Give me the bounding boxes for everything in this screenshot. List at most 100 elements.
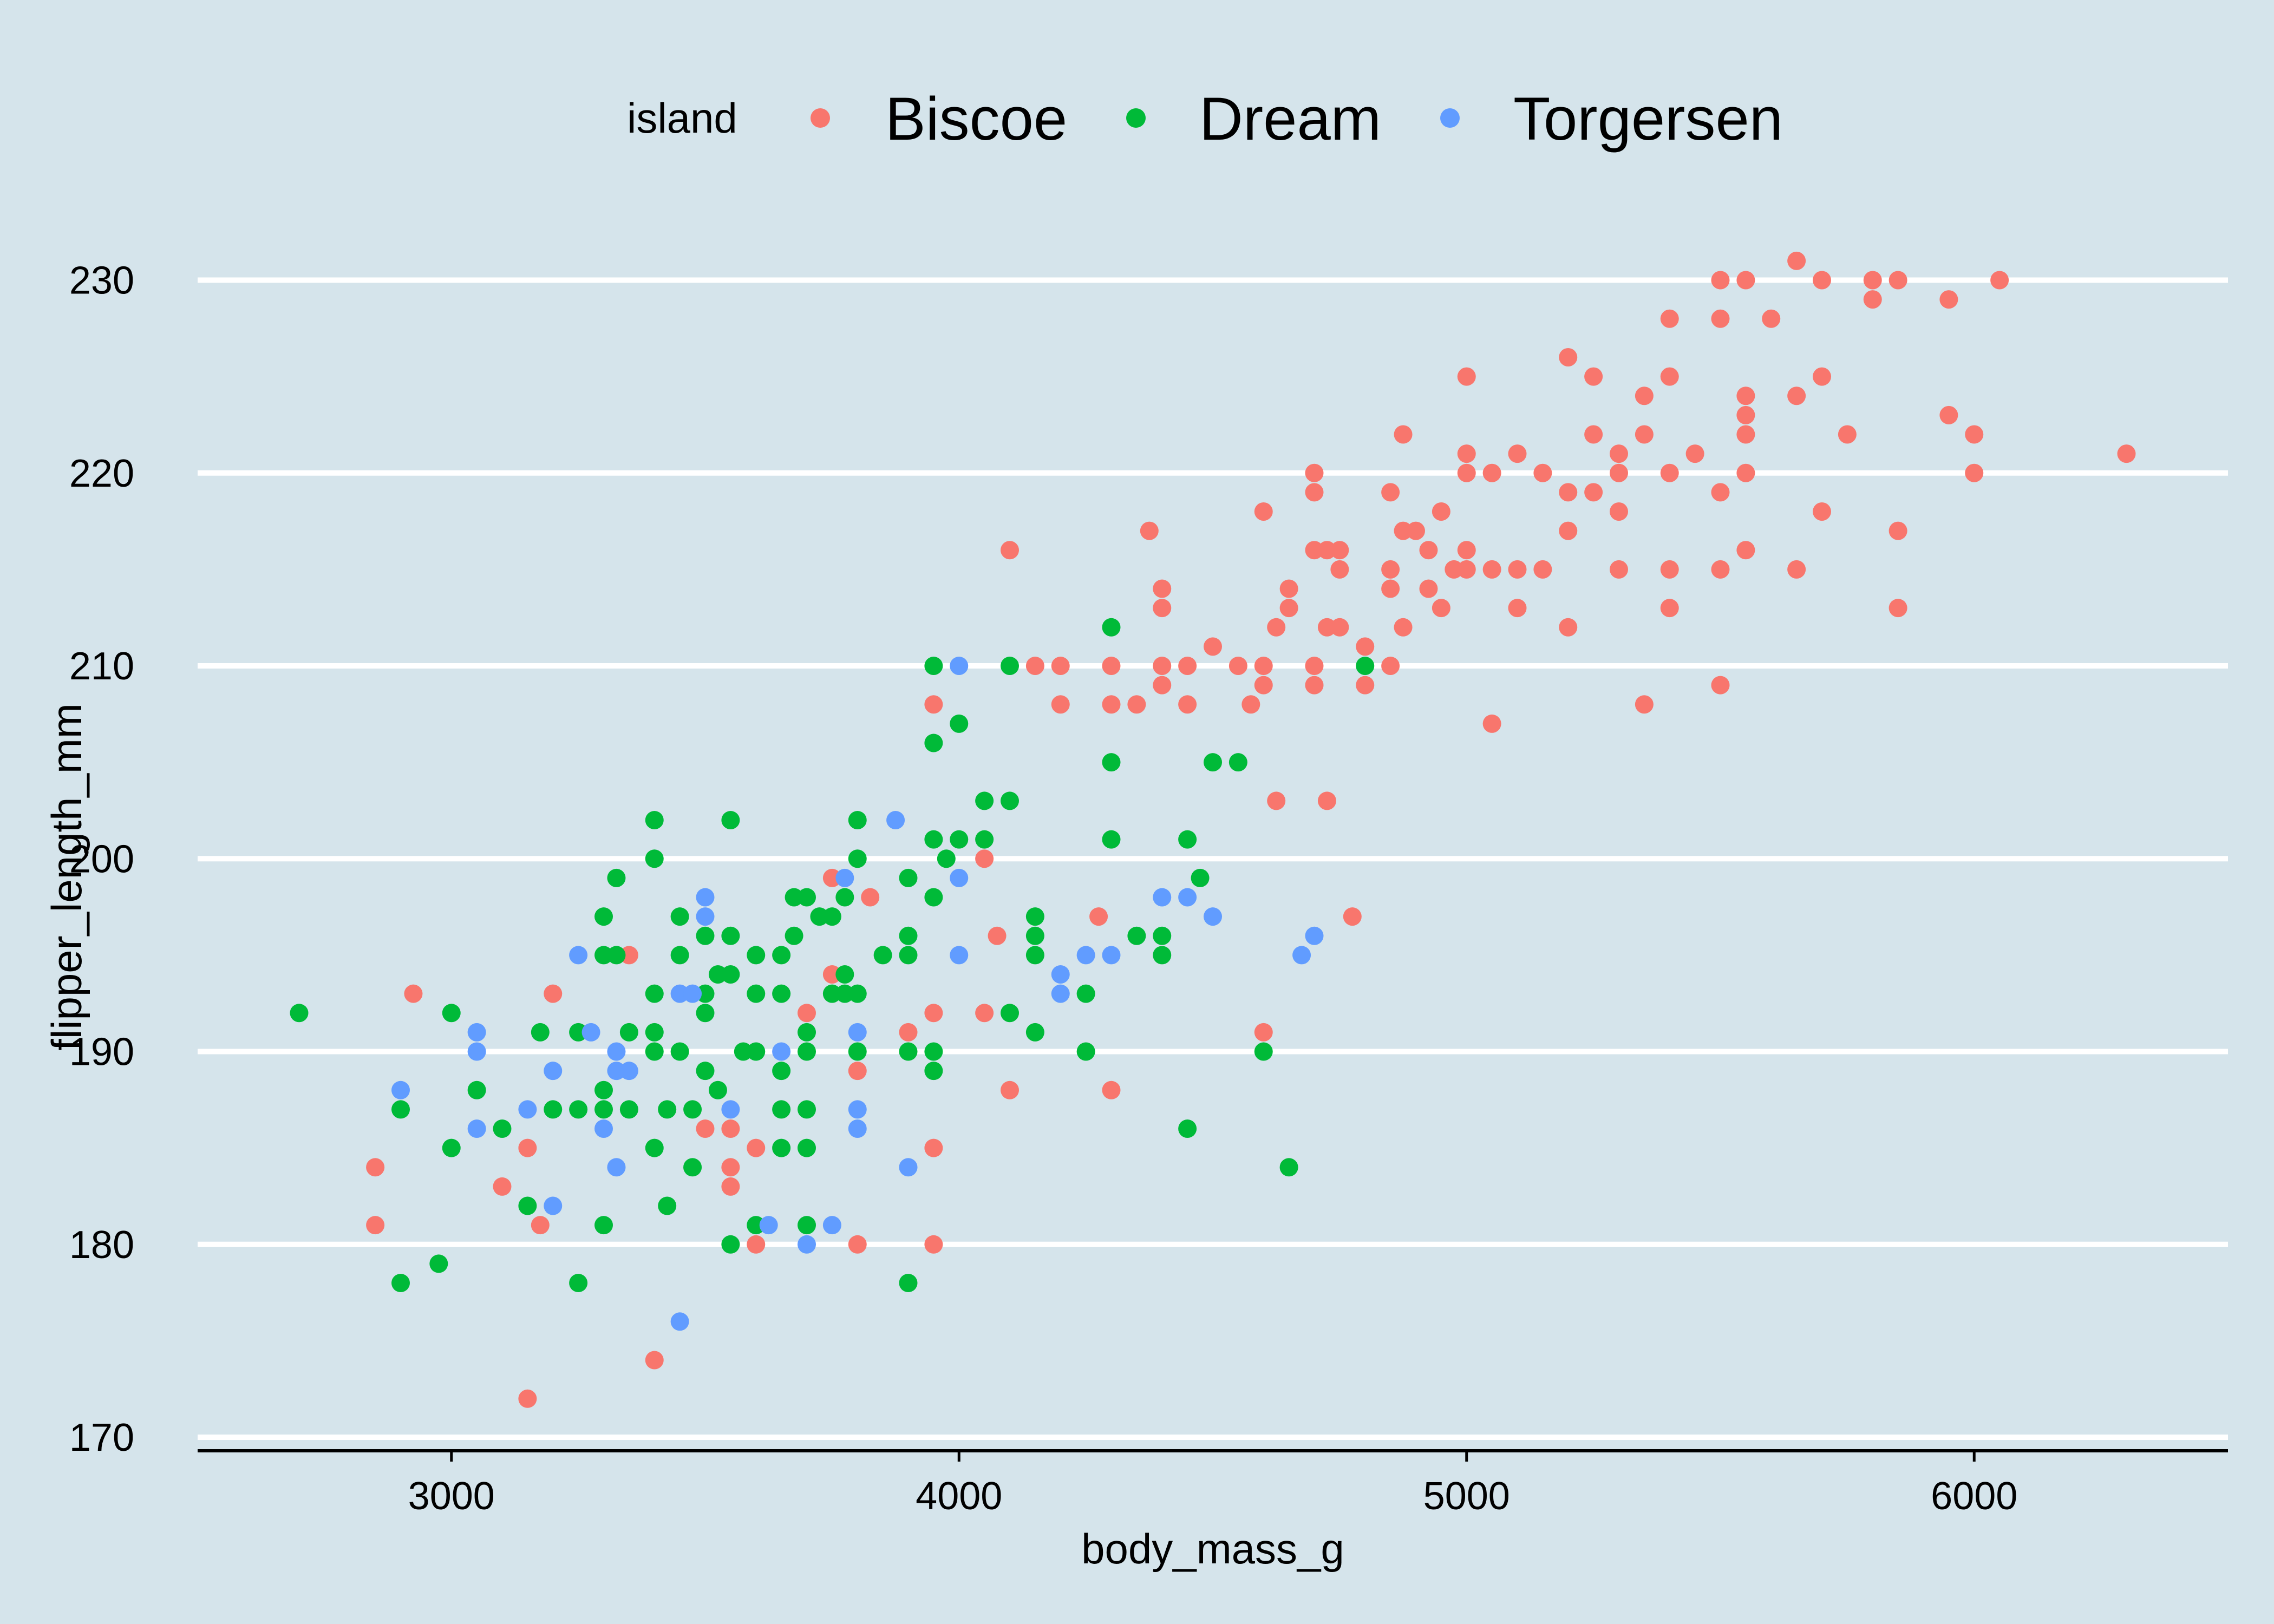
dream-point-78 <box>899 1042 918 1061</box>
dream-point-58 <box>798 888 816 907</box>
dream-point-34 <box>683 1100 702 1119</box>
torgersen-point-0 <box>391 1081 410 1099</box>
dream-point-4 <box>442 1004 461 1023</box>
legend-key-torgersen <box>1440 108 1460 128</box>
dream-point-77 <box>899 946 918 965</box>
biscoe-point-2 <box>366 1158 385 1177</box>
dream-point-44 <box>721 965 740 984</box>
dream-point-6 <box>467 1081 486 1099</box>
dream-point-32 <box>670 946 689 965</box>
dream-point-12 <box>569 1100 588 1119</box>
dream-point-17 <box>594 1100 613 1119</box>
biscoe-point-69 <box>1343 907 1362 926</box>
dream-point-3 <box>429 1254 448 1273</box>
dream-point-92 <box>1001 791 1019 810</box>
dream-point-46 <box>734 1042 753 1061</box>
biscoe-point-117 <box>1685 444 1704 463</box>
torgersen-point-26 <box>848 1100 867 1119</box>
dream-point-101 <box>1102 753 1121 772</box>
biscoe-point-68 <box>1330 618 1349 637</box>
dream-point-73 <box>848 1042 867 1061</box>
dream-point-48 <box>747 984 766 1003</box>
biscoe-point-132 <box>1787 560 1806 579</box>
biscoe-point-133 <box>1813 271 1831 290</box>
dream-point-27 <box>645 1042 664 1061</box>
biscoe-point-15 <box>747 1235 766 1254</box>
dream-point-82 <box>924 830 943 849</box>
biscoe-point-87 <box>1457 463 1476 482</box>
biscoe-point-42 <box>1153 599 1172 618</box>
biscoe-point-123 <box>1736 271 1755 290</box>
biscoe-point-10 <box>696 1119 715 1138</box>
biscoe-point-57 <box>1279 599 1298 618</box>
biscoe-point-95 <box>1508 599 1527 618</box>
biscoe-point-40 <box>1140 521 1159 540</box>
y-tick-label-230: 230 <box>69 259 134 303</box>
biscoe-point-8 <box>619 946 638 965</box>
biscoe-point-102 <box>1584 367 1603 386</box>
dream-point-96 <box>1025 946 1044 965</box>
biscoe-point-144 <box>1965 425 1984 444</box>
biscoe-point-115 <box>1660 560 1679 579</box>
biscoe-point-110 <box>1635 425 1654 444</box>
torgersen-point-16 <box>683 984 702 1003</box>
biscoe-point-59 <box>1305 483 1324 502</box>
dream-point-2 <box>391 1274 410 1293</box>
biscoe-point-147 <box>2117 444 2136 463</box>
biscoe-point-31 <box>1001 541 1019 560</box>
biscoe-point-86 <box>1457 444 1476 463</box>
biscoe-point-48 <box>1229 657 1247 676</box>
biscoe-point-142 <box>1939 290 1958 309</box>
torgersen-point-18 <box>696 907 715 926</box>
biscoe-point-120 <box>1711 483 1730 502</box>
torgersen-point-10 <box>607 1042 626 1061</box>
legend-label-torgersen: Torgersen <box>1513 85 1783 153</box>
biscoe-point-93 <box>1508 444 1527 463</box>
dream-point-31 <box>670 907 689 926</box>
dream-point-105 <box>1153 946 1172 965</box>
biscoe-point-138 <box>1863 290 1882 309</box>
biscoe-point-55 <box>1267 791 1286 810</box>
biscoe-point-32 <box>1025 657 1044 676</box>
biscoe-point-60 <box>1305 541 1324 560</box>
biscoe-point-14 <box>747 1138 766 1157</box>
torgersen-point-3 <box>467 1119 486 1138</box>
torgersen-point-28 <box>886 811 905 830</box>
biscoe-point-30 <box>1001 1081 1019 1099</box>
x-tick-label-4000: 4000 <box>916 1475 1002 1518</box>
dream-point-84 <box>924 1042 943 1061</box>
dream-point-9 <box>531 1023 550 1042</box>
dream-point-24 <box>645 849 664 868</box>
biscoe-point-19 <box>848 1235 867 1254</box>
dream-point-49 <box>747 1042 766 1061</box>
dream-point-75 <box>899 868 918 887</box>
torgersen-point-38 <box>1178 888 1197 907</box>
biscoe-point-127 <box>1736 463 1755 482</box>
biscoe-point-39 <box>1127 695 1146 714</box>
dream-point-110 <box>1229 753 1247 772</box>
dream-point-10 <box>544 1100 563 1119</box>
biscoe-point-70 <box>1356 637 1375 656</box>
biscoe-point-64 <box>1317 618 1336 637</box>
y-axis-ticks: 170 180 190 200 210 220 230 <box>69 259 134 1460</box>
dream-point-67 <box>835 888 854 907</box>
biscoe-point-99 <box>1559 483 1578 502</box>
biscoe-point-21 <box>861 888 880 907</box>
biscoe-point-88 <box>1457 541 1476 560</box>
dream-point-36 <box>696 926 715 945</box>
legend-key-biscoe <box>811 108 830 128</box>
torgersen-point-5 <box>544 1062 563 1081</box>
biscoe-point-106 <box>1610 463 1628 482</box>
biscoe-point-124 <box>1736 387 1755 405</box>
biscoe-point-6 <box>531 1216 550 1235</box>
torgersen-point-14 <box>670 984 689 1003</box>
biscoe-point-1 <box>366 1216 385 1235</box>
biscoe-point-34 <box>1051 695 1070 714</box>
biscoe-point-47 <box>1204 637 1222 656</box>
biscoe-point-109 <box>1635 387 1654 405</box>
legend-label-biscoe: Biscoe <box>885 85 1067 153</box>
torgersen-point-11 <box>607 1062 626 1081</box>
biscoe-point-27 <box>975 849 994 868</box>
biscoe-point-79 <box>1407 521 1425 540</box>
